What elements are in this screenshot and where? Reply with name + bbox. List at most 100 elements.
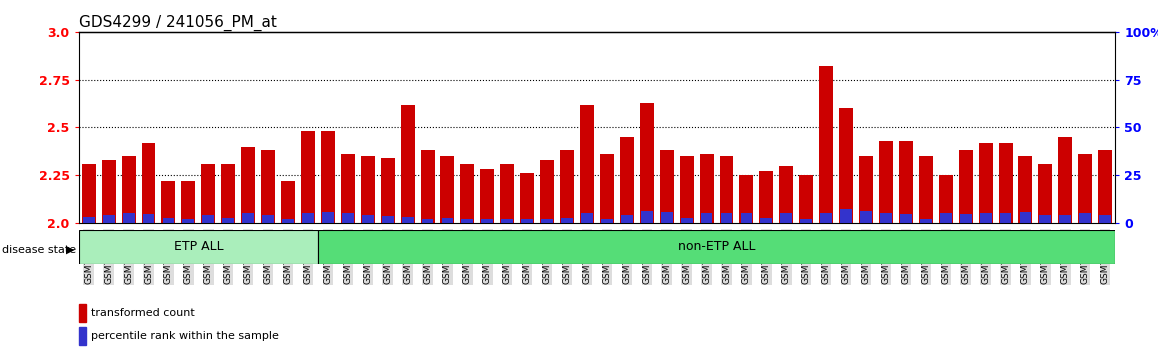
Bar [441,218,454,223]
Bar [262,215,274,223]
Text: ▶: ▶ [66,245,74,255]
Bar [142,215,154,223]
Bar [959,150,973,223]
Bar [141,143,155,223]
Bar [680,156,694,223]
Bar [681,218,692,223]
Bar [640,211,653,223]
Bar [162,218,175,223]
Text: percentile rank within the sample: percentile rank within the sample [91,331,279,341]
Bar [122,156,135,223]
Bar [980,212,991,223]
Bar [1058,137,1072,223]
Bar [799,175,813,223]
Bar [102,160,116,223]
Bar [1079,212,1091,223]
Bar [402,217,413,223]
Text: non-ETP ALL: non-ETP ALL [677,240,755,253]
Bar [779,166,793,223]
Bar [699,154,713,223]
Bar [79,327,86,345]
Bar [880,213,892,223]
Bar [541,219,554,223]
Bar [998,143,1012,223]
Bar [79,304,86,321]
Bar [482,219,493,223]
Bar [261,150,276,223]
Bar [900,215,911,223]
Bar [1099,215,1112,223]
Bar [301,131,315,223]
Bar [222,218,234,223]
Bar [620,137,633,223]
Bar [501,219,513,223]
Bar [321,131,335,223]
Bar [1040,215,1051,223]
Bar [701,213,712,223]
Bar [281,181,295,223]
Bar [1019,156,1033,223]
Bar [819,66,833,223]
Bar [660,150,674,223]
Bar [82,164,96,223]
Bar [361,215,374,223]
Text: ETP ALL: ETP ALL [174,240,223,253]
Bar [283,219,294,223]
Bar [740,175,754,223]
Bar [123,212,134,223]
Bar [761,218,772,223]
Bar [560,150,574,223]
Bar [201,164,215,223]
Bar [440,156,454,223]
Bar [760,171,774,223]
Bar [103,215,115,223]
Bar [340,154,354,223]
Bar [82,217,95,223]
Bar [302,212,314,223]
Bar [462,219,474,223]
Bar [621,215,632,223]
Bar [780,213,792,223]
Bar [840,108,853,223]
Bar [381,158,395,223]
Bar [841,209,852,223]
Bar [740,213,753,223]
Bar [1098,150,1112,223]
Bar [979,143,992,223]
Bar [203,215,214,223]
Bar [342,213,353,223]
Bar [318,230,1115,264]
Bar [899,141,913,223]
Bar [919,219,932,223]
Bar [242,213,254,223]
Text: GDS4299 / 241056_PM_at: GDS4299 / 241056_PM_at [79,14,277,30]
Bar [322,212,334,223]
Bar [860,211,872,223]
Bar [562,218,573,223]
Bar [1039,164,1053,223]
Bar [640,103,654,223]
Text: transformed count: transformed count [91,308,196,318]
Bar [940,212,952,223]
Text: disease state: disease state [2,245,76,255]
Bar [422,219,433,223]
Bar [461,164,475,223]
Bar [361,156,375,223]
Bar [580,104,594,223]
Bar [182,181,196,223]
Bar [960,215,972,223]
Bar [500,164,514,223]
Bar [1078,154,1092,223]
Bar [939,175,953,223]
Bar [820,212,833,223]
Bar [600,154,614,223]
Bar [540,160,554,223]
Bar [183,219,195,223]
Bar [800,219,812,223]
Bar [401,104,415,223]
Bar [382,216,394,223]
Bar [521,219,533,223]
Bar [520,173,534,223]
Bar [999,212,1011,223]
Bar [859,156,873,223]
